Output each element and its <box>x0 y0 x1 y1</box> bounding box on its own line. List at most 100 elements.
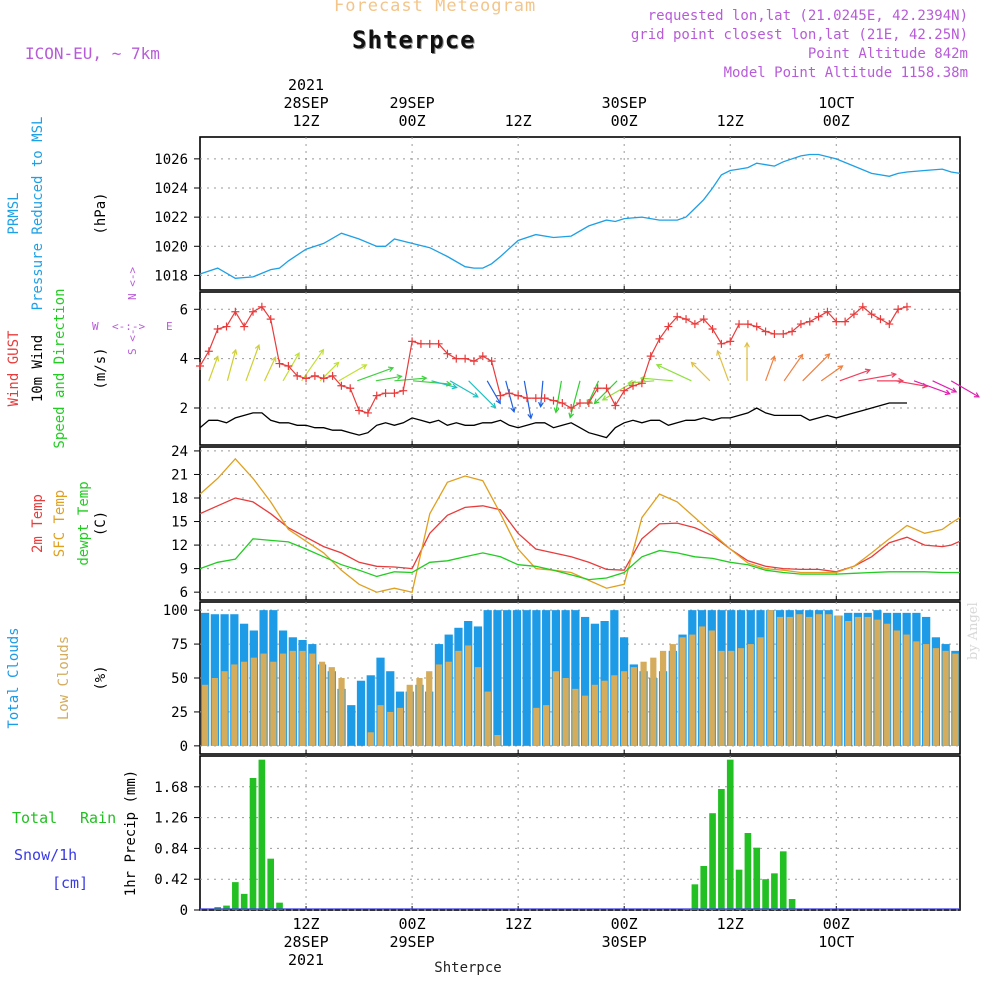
wind-arrow-head <box>797 353 804 360</box>
wind-direction-arrow <box>950 380 980 398</box>
low-cloud-bar <box>435 664 443 746</box>
compass-label: S <- <box>126 329 139 356</box>
y-tick-label: 75 <box>171 637 188 653</box>
gust-marker <box>381 389 390 398</box>
low-cloud-bar <box>484 691 491 746</box>
gust-marker <box>629 381 638 390</box>
gust-marker <box>408 337 417 346</box>
low-cloud-bar <box>786 616 793 746</box>
low-cloud-bar <box>338 678 345 746</box>
rain-bar <box>267 858 275 910</box>
low-cloud-bar <box>543 705 550 746</box>
y-tick-label: 0 <box>180 739 188 755</box>
gust-marker <box>885 320 894 329</box>
gust-marker <box>611 401 620 410</box>
gust-marker <box>902 302 911 311</box>
gust-marker <box>204 347 213 356</box>
low-cloud-bar <box>669 644 676 746</box>
wind-speed-line <box>199 402 907 439</box>
temp-2m-line <box>199 497 961 573</box>
rain-bar <box>276 902 283 910</box>
time-label-top: 30SEP <box>602 94 647 112</box>
wind-direction-arrow <box>486 380 501 404</box>
wind-arrow-head <box>294 352 300 359</box>
gust-marker <box>602 384 611 393</box>
low-cloud-bar <box>328 667 335 746</box>
time-label-bottom: 12Z <box>717 915 744 933</box>
low-cloud-bar <box>494 735 501 746</box>
gust-marker <box>805 317 814 326</box>
low-cloud-bar <box>309 653 316 746</box>
gust-marker <box>540 394 549 403</box>
total-cloud-bar <box>512 610 522 746</box>
gust-marker <box>858 302 867 311</box>
side-label: Total Clouds <box>6 627 22 728</box>
gust-marker <box>576 399 584 408</box>
time-label-top: 28SEP <box>283 94 328 112</box>
sfc-temp-line <box>199 457 961 593</box>
grid-point-coords: grid point closest lon,lat (21E, 42.25N) <box>630 27 968 43</box>
total-cloud-bar <box>376 657 385 746</box>
gust-marker <box>416 339 425 348</box>
wind-direction-arrow <box>412 380 451 385</box>
wind-arrow-head <box>898 377 905 384</box>
low-cloud-bar <box>299 650 306 746</box>
gust-marker <box>646 352 655 361</box>
location-title: Shterpce <box>352 26 476 54</box>
low-cloud-bar <box>620 671 628 746</box>
gust-marker <box>461 354 470 363</box>
y-tick-label: 2 <box>180 401 188 417</box>
panel-frame <box>199 291 961 446</box>
wind-arrow-head <box>601 395 608 401</box>
gust-marker <box>514 391 523 400</box>
low-cloud-bar <box>728 650 735 746</box>
wind-arrow-head <box>361 364 368 370</box>
low-cloud-bar <box>884 623 891 746</box>
y-tick-label: 24 <box>171 444 188 460</box>
y-tick-label: 1026 <box>154 152 188 168</box>
rain-bar <box>232 882 239 910</box>
wind-direction-arrow <box>555 380 563 413</box>
rain-bar <box>258 759 266 910</box>
gust-marker <box>284 362 293 371</box>
wind-arrow-head <box>716 349 722 356</box>
low-cloud-bar <box>659 650 667 746</box>
panel-frame <box>199 446 961 601</box>
gust-marker <box>522 394 531 403</box>
wind-arrow-head <box>213 355 220 362</box>
gust-marker <box>425 339 434 348</box>
y-tick-label: 1024 <box>154 181 188 197</box>
side-label: Pressure Reduced to MSL <box>30 117 46 311</box>
rain-bar <box>700 866 708 910</box>
low-cloud-bar <box>601 680 608 746</box>
low-cloud-bar <box>767 610 774 746</box>
compass-label: N <-> <box>126 267 139 300</box>
side-label: Snow/1h <box>14 846 77 864</box>
gust-marker <box>726 337 735 346</box>
wind-direction-arrow <box>839 369 871 382</box>
low-cloud-bar <box>679 637 686 746</box>
wind-arrow-head <box>421 375 428 382</box>
low-cloud-bar <box>737 648 745 746</box>
rain-bar <box>771 873 778 910</box>
gust-marker <box>469 357 478 366</box>
wind-arrow-head <box>864 368 872 375</box>
low-cloud-bar <box>903 634 910 746</box>
wind-direction-arrow <box>594 380 618 404</box>
wind-direction-arrow <box>895 380 928 387</box>
rain-bar <box>718 789 725 910</box>
low-cloud-bar <box>854 616 862 746</box>
gust-marker <box>682 315 691 324</box>
gust-marker <box>867 310 876 319</box>
gust-marker <box>620 386 629 395</box>
time-label-bottom: 28SEP <box>283 933 328 951</box>
low-cloud-bar <box>611 675 618 746</box>
wind-arrow-head <box>553 407 560 414</box>
gust-marker <box>796 320 805 329</box>
low-cloud-bar <box>260 653 267 746</box>
low-cloud-bar <box>465 645 472 746</box>
wind-arrow-head <box>627 379 634 386</box>
gust-marker <box>549 396 558 405</box>
rain-bar <box>735 869 743 910</box>
gust-marker <box>355 406 364 415</box>
